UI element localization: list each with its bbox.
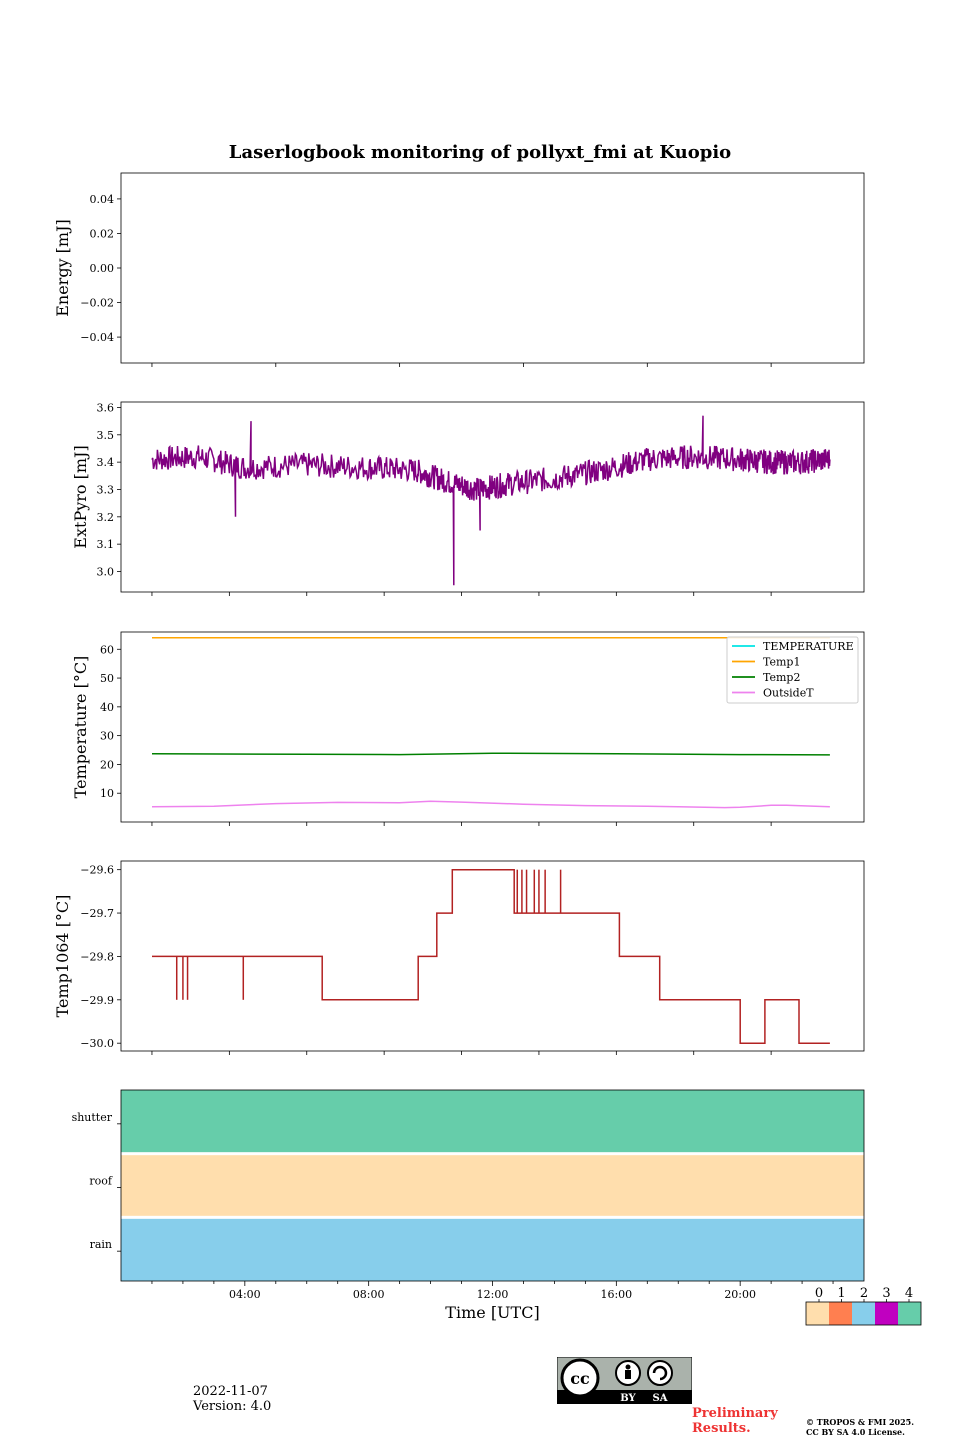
- ytick-label-energy: −0.04: [80, 331, 114, 344]
- cc-by-sa-badge: cc BY SA: [556, 1356, 693, 1405]
- sa-label: SA: [653, 1393, 668, 1404]
- ytick-label-extpyro: 3.0: [97, 565, 115, 578]
- axes-frame-temp1064: [120, 860, 865, 1052]
- colorbar-tick-label: 3: [882, 1286, 890, 1301]
- colorbar-frame: [805, 1301, 922, 1326]
- xtick-label: 08:00: [353, 1288, 385, 1301]
- panel-extpyro: 3.6 3.5 3.4 3.3 3.2 3.1 3.0 ExtPyro [mJ]: [71, 401, 865, 596]
- ytick-label-energy: −0.02: [80, 297, 114, 310]
- colorbar-tick-label: 0: [815, 1286, 823, 1301]
- legend-temperature: TEMPERATURE Temp1 Temp2 OutsideT: [726, 636, 859, 704]
- colorbar-cell-3: [875, 1302, 898, 1325]
- legend-label-temp2: Temp2: [763, 671, 800, 684]
- panel-temp1064: −29.6 −29.7 −29.8 −29.9 −30.0 Temp1064 [°C]: [53, 860, 865, 1055]
- ylabel-temperature: Temperature [°C]: [71, 656, 90, 799]
- ytick-label-temp1064: −29.7: [80, 907, 114, 920]
- colorbar-cell-4: [898, 1302, 921, 1325]
- ytick-label-temp1064: −29.9: [80, 994, 114, 1007]
- footer-date: 2022-11-07: [193, 1384, 268, 1399]
- person-icon: [625, 1364, 631, 1370]
- ylabel-energy: Energy [mJ]: [53, 219, 72, 317]
- preliminary-note: Preliminary Results.: [692, 1406, 778, 1436]
- legend-label-temperature: TEMPERATURE: [763, 640, 854, 653]
- colorbar-tick-label: 2: [860, 1286, 868, 1301]
- ytick-label-extpyro: 3.5: [97, 429, 115, 442]
- xlabel-time: Time [UTC]: [445, 1303, 539, 1322]
- status-band-rain: [121, 1218, 864, 1281]
- ytick-label-temp1064: −29.8: [80, 950, 114, 963]
- ylabel-temp1064: Temp1064 [°C]: [53, 895, 72, 1018]
- row-label-shutter: shutter: [72, 1111, 113, 1124]
- footer-info: 2022-11-07 Version: 4.0: [193, 1384, 271, 1414]
- ylabel-extpyro: ExtPyro [mJ]: [71, 445, 90, 548]
- xtick-label: 12:00: [477, 1288, 509, 1301]
- series-extpyro-extpyro: [151, 415, 831, 586]
- status-band-roof: [121, 1155, 864, 1216]
- xtick-label: 20:00: [724, 1288, 756, 1301]
- cc-icon: cc: [570, 1369, 590, 1388]
- footer-version: Version: 4.0: [193, 1399, 272, 1414]
- ytick-label-temperature: 60: [100, 643, 114, 656]
- figure-title: Laserlogbook monitoring of pollyxt_fmi a…: [229, 142, 731, 163]
- ytick-label-temperature: 40: [100, 701, 114, 714]
- ytick-label-extpyro: 3.2: [97, 511, 115, 524]
- preliminary-line-1: Preliminary: [692, 1406, 778, 1421]
- ytick-label-energy: 0.00: [90, 262, 115, 275]
- colorbar-cell-1: [829, 1302, 852, 1325]
- colorbar-cell-2: [852, 1302, 875, 1325]
- xtick-label: 16:00: [600, 1288, 632, 1301]
- axes-frame-temperature: [120, 631, 865, 823]
- series-temp1064-temp1064: [152, 868, 830, 1044]
- ytick-label-energy: 0.04: [90, 193, 115, 206]
- legend-label-outsidet: OutsideT: [763, 687, 814, 700]
- ytick-label-extpyro: 3.1: [97, 538, 115, 551]
- series-temperature-outsidet: [151, 800, 830, 809]
- ytick-label-extpyro: 3.4: [97, 456, 115, 469]
- ytick-label-extpyro: 3.3: [97, 483, 115, 496]
- ytick-label-energy: 0.02: [90, 227, 115, 240]
- copyright-note: © TROPOS & FMI 2025. CC BY SA 4.0 Licens…: [806, 1417, 914, 1437]
- status-band-shutter: [121, 1090, 864, 1153]
- share-alike-icon: [652, 1365, 668, 1381]
- by-label: BY: [620, 1393, 636, 1404]
- ytick-label-temperature: 20: [100, 758, 114, 771]
- ytick-label-temp1064: −30.0: [80, 1037, 114, 1050]
- row-label-roof: roof: [89, 1175, 113, 1188]
- xtick-label: 04:00: [229, 1288, 261, 1301]
- ytick-label-temperature: 50: [100, 672, 114, 685]
- colorbar-tick-label: 1: [837, 1286, 845, 1301]
- legend-box: [726, 636, 859, 704]
- preliminary-line-2: Results.: [692, 1421, 751, 1436]
- panel-energy: 0.04 0.02 0.00 −0.02 −0.04 Energy [mJ]: [53, 172, 865, 367]
- ytick-label-temp1064: −29.6: [80, 864, 114, 877]
- copyright-line-2: CC BY SA 4.0 License.: [806, 1427, 905, 1437]
- panel-status: shutter roof rain 04:00 08:00 12:00 16:00 20:00…: [72, 1089, 922, 1326]
- ytick-label-extpyro: 3.6: [97, 401, 115, 414]
- copyright-line-1: © TROPOS & FMI 2025.: [806, 1417, 915, 1427]
- axes-frame-energy: [120, 172, 865, 364]
- series-temperature-temp2: [151, 752, 830, 756]
- row-label-rain: rain: [90, 1238, 112, 1251]
- ytick-label-temperature: 10: [100, 787, 114, 800]
- colorbar-cell-0: [806, 1302, 829, 1325]
- ytick-label-temperature: 30: [100, 730, 114, 743]
- axes-frame-extpyro: [120, 401, 865, 593]
- legend-label-temp1: Temp1: [763, 656, 800, 669]
- colorbar-tick-label: 4: [905, 1286, 913, 1301]
